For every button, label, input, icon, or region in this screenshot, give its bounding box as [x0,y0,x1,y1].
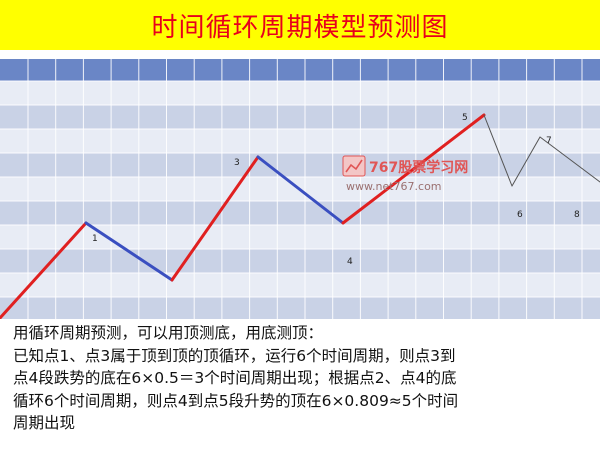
explanation-text: 用循环周期预测，可以用顶测底，用底测顶： 已知点1、点3属于顶到顶的顶循环，运行… [13,322,595,435]
grid-stripe [0,225,600,249]
grid-stripe [0,81,600,105]
point-labels: 1 3 4 5 6 7 8 [92,113,580,267]
fall-segment [256,155,345,225]
header-band [0,59,600,81]
watermark-brand: 767股票学习网 [369,159,468,176]
grid-stripe [0,153,600,177]
grid-stripe [0,201,600,225]
wave-lines [0,113,600,319]
chart-trend-icon [342,155,366,177]
caption-line-1: 用循环周期预测，可以用顶测底，用底测顶： [13,324,324,342]
point-label-7: 7 [546,136,552,146]
grid-stripe [0,273,600,297]
point-label-6: 6 [517,210,523,220]
point-label-3: 3 [234,158,240,168]
projected-segment [539,136,600,183]
cycle-diagram-svg: 767股票学习网 www.net767.com 1 3 4 5 6 7 8 [0,59,600,319]
point-label-5: 5 [462,113,468,123]
grid-stripe [0,105,600,129]
grid-background [0,59,600,319]
grid-stripe [0,129,600,153]
rise-segment [0,221,88,319]
projected-segment [511,136,541,187]
title-bar: 时间循环周期模型预测图 [0,0,600,50]
fall-segment [84,221,174,282]
rise-segment [341,113,486,225]
caption-line-4: 循环6个时间周期，则点4到点5段升势的顶在6×0.809≈5个时间 [13,391,459,410]
grid-stripe [0,297,600,319]
caption-line-5: 周期出现 [13,414,76,432]
point-label-8: 8 [574,210,580,220]
grid-stripe [0,249,600,273]
rise-segment [170,155,260,282]
projected-segment [483,114,513,187]
point-label-1: 1 [92,234,98,244]
watermark: 767股票学习网 www.net767.com [342,155,468,193]
page-title: 时间循环周期模型预测图 [151,12,449,43]
caption-line-3: 点4段跌势的底在6×0.5＝3个时间周期出现；根据点2、点4的底 [13,369,457,387]
cycle-diagram: 767股票学习网 www.net767.com 1 3 4 5 6 7 8 [0,59,600,319]
point-label-4: 4 [347,257,353,267]
watermark-url: www.net767.com [346,180,442,193]
caption-line-2: 已知点1、点3属于顶到顶的顶循环，运行6个时间周期，则点3到 [13,346,456,365]
